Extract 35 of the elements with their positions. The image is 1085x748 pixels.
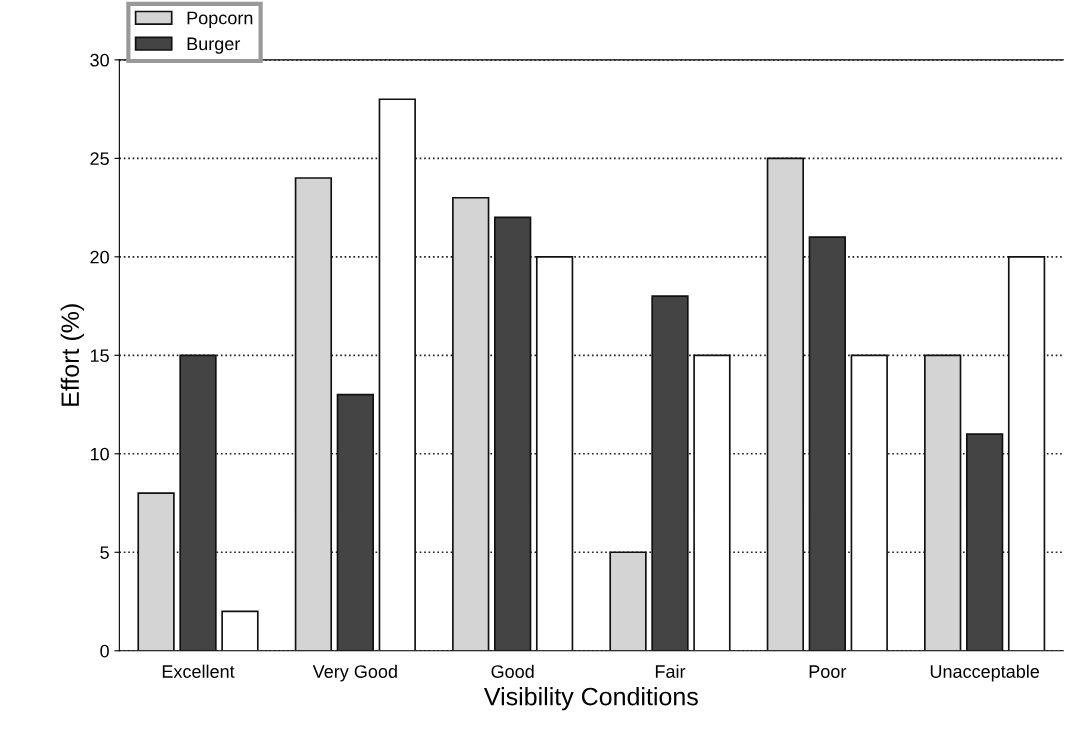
bar bbox=[1007, 255, 1046, 651]
legend-label: Burger bbox=[187, 37, 241, 54]
x-tick-label: Good bbox=[491, 664, 534, 678]
bar bbox=[609, 551, 647, 651]
bar bbox=[378, 98, 416, 651]
x-axis-title: Visibility Conditions bbox=[483, 687, 698, 711]
bar bbox=[850, 354, 888, 651]
bar bbox=[535, 255, 574, 651]
y-axis-title: Effort (%) bbox=[60, 304, 84, 406]
bar bbox=[766, 157, 805, 651]
y-tick-label: 15 bbox=[90, 349, 109, 363]
bar bbox=[221, 610, 259, 651]
x-tick-label: Fair bbox=[655, 664, 686, 678]
x-tick-label: Very Good bbox=[312, 664, 397, 682]
legend-label: Popcorn bbox=[187, 11, 253, 28]
bar bbox=[493, 216, 532, 651]
bar bbox=[651, 295, 689, 651]
bar bbox=[924, 354, 962, 651]
y-tick-label: 20 bbox=[90, 250, 109, 264]
bar bbox=[693, 354, 731, 651]
bar bbox=[294, 177, 333, 651]
bar bbox=[965, 433, 1004, 651]
y-tick-label: 30 bbox=[90, 53, 109, 67]
x-tick-label: Excellent bbox=[162, 664, 235, 678]
y-tick-label: 10 bbox=[90, 447, 109, 461]
y-tick-label: 5 bbox=[100, 546, 109, 559]
bar bbox=[336, 393, 375, 651]
y-tick-label: 25 bbox=[90, 152, 109, 166]
x-tick-label: Poor bbox=[809, 665, 847, 678]
bar bbox=[452, 196, 490, 651]
bar bbox=[137, 492, 175, 651]
bar bbox=[808, 236, 846, 651]
x-tick-label: Unacceptable bbox=[930, 664, 1040, 682]
y-tick-label: 0 bbox=[100, 644, 109, 658]
bar bbox=[179, 354, 217, 651]
